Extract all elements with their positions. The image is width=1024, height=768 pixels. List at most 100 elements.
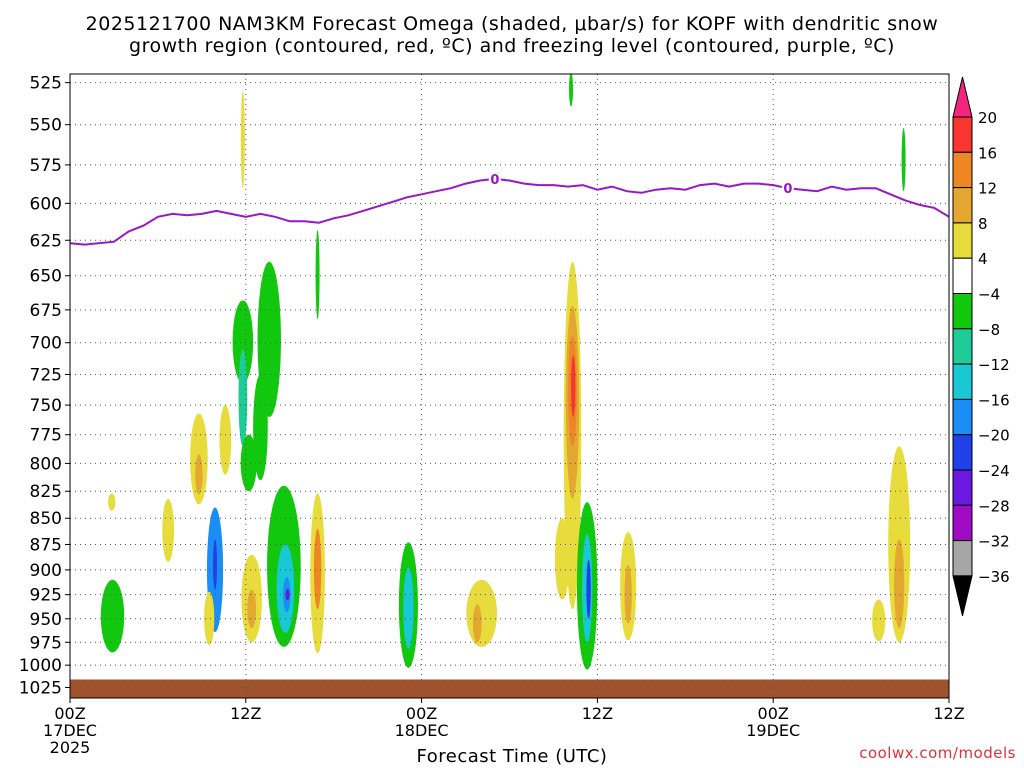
y-tick-label: 775 [30, 426, 62, 446]
freezing-level-label: 0 [783, 182, 792, 197]
x-tick-year: 2025 [50, 738, 91, 757]
omega-blob [285, 588, 290, 601]
chart-title-line-2: growth region (contoured, red, ºC) and f… [129, 35, 895, 57]
omega-blob [253, 374, 268, 481]
colorbar-segment [952, 293, 973, 330]
colorbar-label: 20 [978, 109, 997, 127]
colorbar-label: 16 [978, 144, 997, 162]
omega-blob [213, 539, 218, 590]
omega-blob [219, 405, 232, 475]
colorbar-segment [952, 469, 973, 506]
x-tick-label: 12Z [230, 704, 261, 723]
ground-terrain [70, 679, 949, 698]
freezing-level-line [70, 177, 949, 246]
omega-blob [238, 349, 248, 447]
y-tick-label: 975 [30, 633, 62, 653]
ground-fill [70, 679, 949, 698]
omega-blob [162, 498, 175, 562]
colorbar-label: −28 [978, 497, 1010, 515]
y-tick-label: 825 [30, 482, 62, 502]
y-tick-label: 950 [30, 610, 62, 630]
omega-blob [624, 564, 632, 624]
colorbar-segment [952, 257, 973, 295]
y-tick-label: 650 [30, 267, 62, 287]
colorbar-label: −36 [978, 568, 1010, 586]
colorbar-segment [952, 222, 973, 259]
omega-blob [100, 579, 125, 653]
y-tick-label: 675 [30, 301, 62, 321]
omega-blob [554, 518, 570, 600]
colorbar-label: −24 [978, 462, 1010, 480]
colorbar-segment [952, 116, 973, 153]
colorbar-segment [952, 151, 973, 189]
y-tick-label: 800 [30, 454, 62, 474]
y-tick-label: 575 [30, 156, 62, 176]
freezing-level-label: 0 [490, 173, 499, 188]
colorbar: 20 16 12 8 4 −4 −8 −12 −16 −20 −24 −28 −32 −36 [952, 76, 1010, 617]
colorbar-segment [952, 363, 973, 400]
colorbar-label: −4 [978, 286, 1000, 304]
x-tick-label: 12Z [933, 704, 964, 723]
colorbar-label: −16 [978, 391, 1010, 409]
omega-blob [232, 300, 254, 384]
omega-shading [100, 74, 911, 670]
y-tick-label: 700 [30, 334, 62, 354]
colorbar-segment [952, 187, 973, 224]
colorbar-bottom-arrow [952, 575, 973, 617]
plot-frame [69, 73, 950, 699]
freezing-label-bg [781, 180, 794, 195]
freezing-level-contour: 00 [70, 170, 949, 246]
y-tick-label: 850 [30, 509, 62, 529]
y-tick-label: 875 [30, 535, 62, 555]
y-axis-labels: 525 550 575 600 625 650 675 700 725 750 775 800 825 8… [19, 74, 70, 698]
omega-blob [204, 591, 215, 646]
y-tick-label: 725 [30, 365, 62, 385]
omega-blob [472, 604, 482, 643]
omega-blob [872, 599, 886, 642]
chart-title-line-1: 2025121700 NAM3KM Forecast Omega (shaded… [85, 13, 939, 35]
colorbar-label: −32 [978, 533, 1010, 551]
omega-blob [901, 127, 906, 192]
omega-blob [247, 589, 257, 629]
omega-blob [894, 539, 905, 629]
x-tick-date: 17DEC [43, 721, 97, 740]
y-tick-label: 1000 [19, 656, 62, 676]
omega-blob [240, 434, 257, 492]
omega-blob [195, 454, 203, 495]
omega-blob [257, 261, 281, 418]
omega-blob [108, 493, 116, 511]
colorbar-segment [952, 504, 973, 542]
source-credit: coolwx.com/models [859, 744, 1016, 762]
omega-blob [315, 230, 320, 320]
x-axis-title: Forecast Time (UTC) [416, 746, 608, 767]
colorbar-label: 4 [978, 250, 988, 268]
grid-lines [69, 74, 950, 698]
omega-blob [586, 559, 591, 619]
colorbar-label: 12 [978, 180, 997, 198]
omega-blob [313, 528, 322, 610]
colorbar-top-arrow [952, 76, 973, 118]
omega-blob [240, 91, 245, 189]
y-tick-label: 900 [30, 561, 62, 581]
y-tick-label: 750 [30, 396, 62, 416]
x-tick-label: 12Z [582, 704, 613, 723]
colorbar-label: 8 [978, 215, 988, 233]
y-tick-label: 600 [30, 194, 62, 214]
x-tick-date: 18DEC [395, 721, 449, 740]
y-tick-label: 1025 [19, 678, 62, 698]
colorbar-label: −8 [978, 321, 1000, 339]
y-tick-label: 525 [30, 74, 62, 94]
colorbar-segment [952, 540, 973, 577]
x-tick-label: 00Z [758, 704, 789, 723]
colorbar-segment [952, 434, 973, 471]
x-tick-label: 00Z [54, 704, 85, 723]
omega-blob [571, 355, 576, 418]
colorbar-label: −12 [978, 356, 1010, 374]
y-tick-label: 925 [30, 586, 62, 606]
freezing-label-bg [488, 170, 501, 185]
omega-blob [466, 579, 498, 647]
colorbar-label: −20 [978, 427, 1010, 445]
omega-blob [403, 567, 414, 649]
